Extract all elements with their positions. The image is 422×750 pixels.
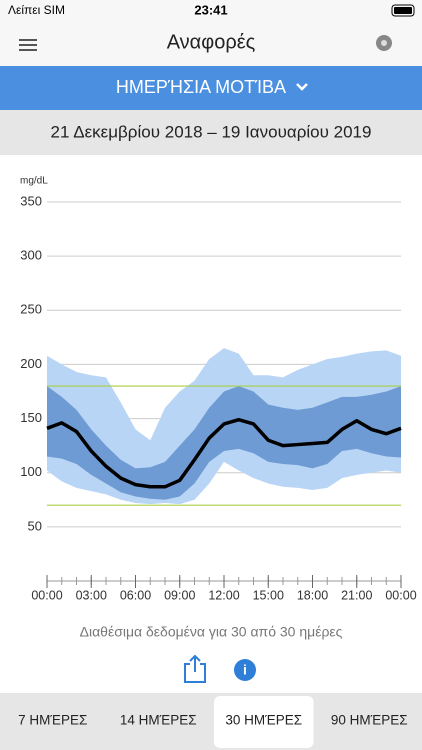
date-bar (0, 110, 422, 155)
info-icon: i (243, 662, 247, 678)
y-tick-label: 350 (20, 193, 42, 208)
tab[interactable]: 14 ΗΜΈΡΕΣ (120, 713, 197, 728)
x-tick-label: 09:00 (164, 588, 195, 602)
x-tick-label: 03:00 (76, 588, 107, 602)
x-tick-label: 00:00 (31, 588, 62, 602)
carrier: Λείπει SIM (8, 3, 65, 17)
y-axis-label: mg/dL (20, 176, 48, 187)
x-tick-label: 00:00 (385, 588, 416, 602)
y-tick-label: 50 (28, 518, 42, 533)
view-label[interactable]: ΗΜΕΡΉΣΙΑ ΜΟΤΊΒΑ (116, 77, 286, 97)
x-tick-label: 15:00 (253, 588, 284, 602)
y-tick-label: 250 (20, 302, 42, 317)
x-tick-label: 21:00 (341, 588, 372, 602)
sensor-icon-core (381, 40, 387, 46)
y-tick-label: 200 (20, 356, 42, 371)
percentile-band (47, 386, 401, 500)
view-selector[interactable] (0, 66, 422, 110)
top-bar (0, 0, 422, 66)
x-tick-label: 18:00 (297, 588, 328, 602)
page-title: Αναφορές (167, 31, 256, 53)
x-tick-label: 06:00 (120, 588, 151, 602)
share-button[interactable] (184, 654, 206, 683)
date-range: 21 Δεκεμβρίου 2018 – 19 Ιανουαρίου 2019 (51, 122, 372, 141)
tab-selected[interactable] (214, 696, 314, 748)
median-line (46, 417, 402, 489)
x-tick-label: 12:00 (208, 588, 239, 602)
availability: Διαθέσιμα δεδομένα για 30 από 30 ημέρες (80, 624, 343, 640)
tab[interactable]: 7 ΗΜΈΡΕΣ (18, 713, 87, 728)
y-tick-label: 150 (20, 410, 42, 425)
tabs: 7 ΗΜΈΡΕΣ 14 ΗΜΈΡΕΣ 30 ΗΜΈΡΕΣ 90 ΗΜΈΡΕΣ (18, 696, 408, 748)
info-button[interactable] (234, 659, 256, 681)
tab[interactable]: 90 ΗΜΈΡΕΣ (331, 713, 408, 728)
chevron (296, 83, 308, 91)
tab[interactable]: 30 ΗΜΈΡΕΣ (225, 713, 302, 728)
y-tick-label: 300 (20, 248, 42, 263)
battery-level (394, 7, 412, 14)
menu-button[interactable] (19, 39, 37, 51)
chart: mg/dL 50 100 150 200 250 300 350 00:00 03:00 06:00… (20, 176, 417, 603)
y-tick-label: 100 (20, 464, 42, 479)
clock: 23:41 (194, 2, 227, 17)
battery (391, 4, 415, 17)
tab-bar (0, 693, 422, 750)
